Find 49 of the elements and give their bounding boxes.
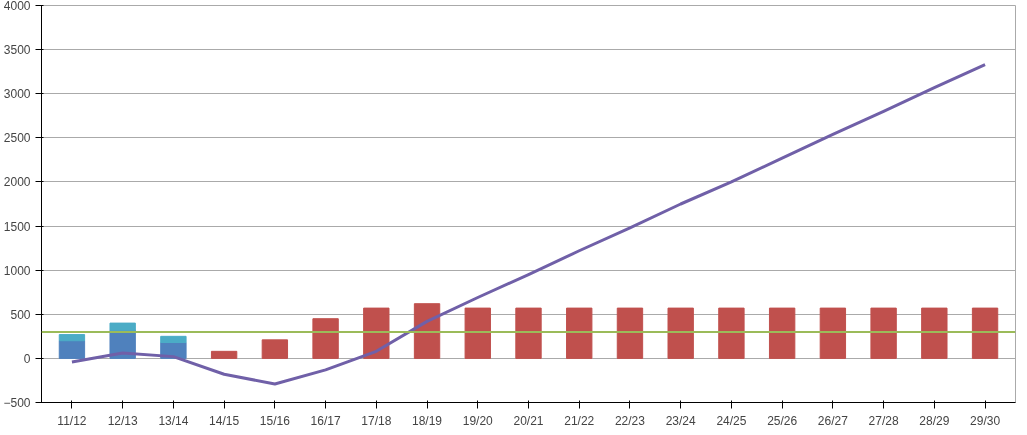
x-tick-label: 28/29	[919, 413, 950, 428]
y-tick-label: 3500	[3, 43, 31, 58]
bar	[718, 307, 745, 359]
y-tick-label: 500	[10, 307, 31, 322]
x-tick-label: 15/16	[259, 413, 291, 428]
bar	[566, 307, 593, 359]
line-series	[70, 63, 987, 386]
bar	[58, 340, 86, 359]
bar	[413, 303, 441, 359]
x-tick-label: 21/22	[564, 413, 595, 428]
x-tick-label: 14/15	[209, 413, 240, 428]
x-tick-label: 27/28	[868, 413, 899, 428]
bar	[261, 339, 289, 359]
x-tick-label: 12/13	[107, 413, 139, 428]
y-tick-label: 0	[23, 351, 31, 366]
bar	[921, 307, 948, 359]
y-tick-label: 1000	[3, 263, 31, 278]
bar	[515, 307, 542, 359]
y-tick-label: 3000	[3, 87, 31, 102]
x-tick-label: 29/30	[970, 413, 1001, 428]
x-tick-label: 25/26	[767, 413, 798, 428]
y-tick-label: 2000	[3, 175, 31, 190]
x-tick-label: 20/21	[513, 413, 544, 428]
y-tick-label: 2500	[3, 131, 31, 146]
bar	[160, 335, 187, 344]
bar	[464, 307, 491, 359]
bar	[768, 307, 796, 359]
bar	[210, 350, 238, 359]
x-tick-label: 23/24	[665, 413, 697, 428]
x-tick-label: 13/14	[158, 413, 189, 428]
x-tick-label: 18/19	[412, 413, 443, 428]
x-tick-label: 24/25	[716, 413, 747, 428]
x-tick-label: 16/17	[310, 413, 341, 428]
bar	[667, 307, 694, 359]
y-tick-label: 1500	[3, 219, 31, 234]
bar	[616, 307, 644, 359]
bar	[870, 307, 897, 359]
x-tick-label: 17/18	[361, 413, 392, 428]
bar	[58, 334, 86, 342]
x-tick-label: 11/12	[57, 413, 87, 428]
bar	[819, 307, 847, 359]
y-tick-label: 4000	[3, 0, 31, 13]
bar	[971, 307, 999, 359]
bar	[312, 318, 339, 359]
x-tick-label: 19/20	[462, 413, 494, 428]
bar	[109, 322, 136, 331]
x-tick-label: 22/23	[614, 413, 646, 428]
x-tick-label: 26/27	[817, 413, 849, 428]
y-tick-label: −500	[3, 396, 31, 410]
